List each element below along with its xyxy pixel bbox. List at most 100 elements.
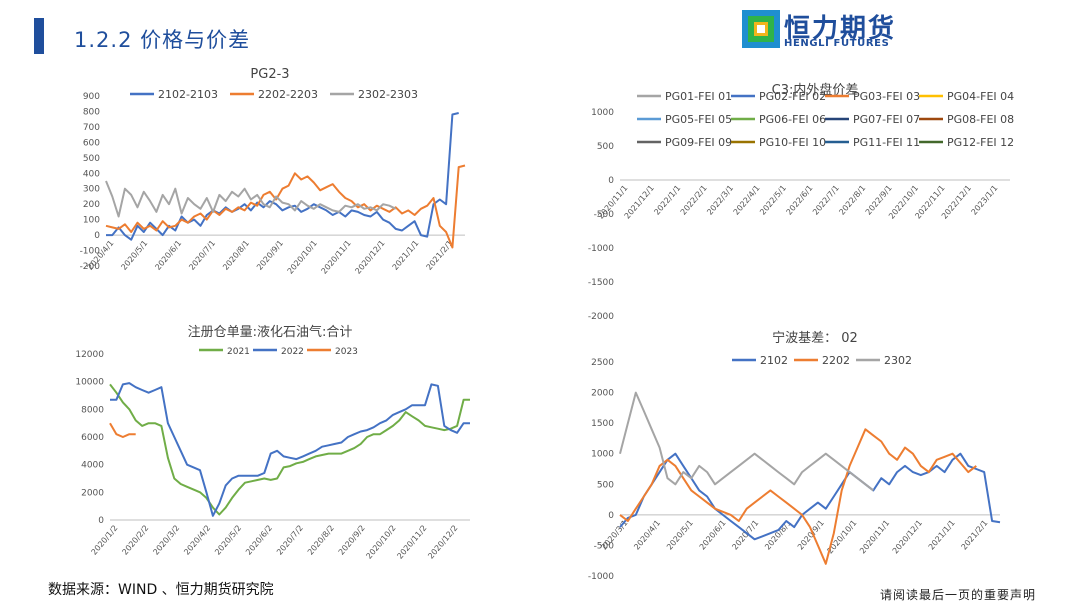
series-line-0 bbox=[619, 452, 1001, 541]
chart-svg-nb: 宁波基差： 02 2102 2202 2302 2500 2000 1500 1000 500 0… bbox=[588, 330, 1001, 582]
disclaimer-note: 请阅读最后一页的重要声明 bbox=[880, 588, 1037, 602]
chart-title: PG2-3 bbox=[250, 67, 289, 82]
chart-svg-c3: C3:内外盘价差 PG01-FEI 01 PG02-FEI 02 PG03-FEI 0… bbox=[588, 82, 1014, 322]
y-tick-label: -500 bbox=[594, 210, 615, 220]
y-tick-label: 100 bbox=[83, 216, 100, 226]
series-line-0 bbox=[109, 383, 470, 516]
series-line-1 bbox=[105, 164, 466, 249]
y-tick-label: -1000 bbox=[588, 244, 614, 254]
y-tick-label: 2500 bbox=[591, 358, 614, 368]
series-line-2 bbox=[619, 391, 874, 492]
legend-label: PG12-FEI 12 bbox=[947, 136, 1014, 149]
x-tick-label: 2022/3/1 bbox=[705, 184, 735, 217]
y-tick-label: 800 bbox=[83, 107, 100, 117]
x-tick-label: 2020/9/1 bbox=[255, 239, 285, 272]
x-tick-label: 2020/11/2 bbox=[395, 524, 428, 561]
x-tick-label: 2023/1/1 bbox=[970, 184, 1000, 217]
x-tick-label: 2020/10/1 bbox=[286, 239, 319, 276]
y-tick-label: 8000 bbox=[81, 405, 104, 415]
y-tick-label: 400 bbox=[83, 169, 100, 179]
legend-label: PG01-FEI 01 bbox=[665, 90, 732, 103]
x-tick-label: 2022/2/1 bbox=[679, 184, 709, 217]
legend-label: 2102-2103 bbox=[158, 88, 218, 101]
y-tick-label: 500 bbox=[597, 142, 614, 152]
y-tick-label: 200 bbox=[83, 200, 100, 210]
legend-label: 2023 bbox=[335, 347, 358, 357]
x-tick-label: 2022/8/1 bbox=[837, 184, 867, 217]
chart-svg-reg: 注册仓单量:液化石油气:合计 2021 2022 2023 12000 10000 8000… bbox=[75, 324, 470, 561]
y-tick-label: 500 bbox=[83, 154, 100, 164]
x-tick-label: 2020/6/2 bbox=[244, 524, 274, 557]
y-tick-label: 1000 bbox=[591, 108, 614, 118]
legend-label: PG06-FEI 06 bbox=[759, 113, 826, 126]
x-tick-label: 2021/1/1 bbox=[391, 239, 421, 272]
x-tick-label: 2020/9/1 bbox=[796, 518, 826, 551]
y-tick-label: 0 bbox=[608, 511, 614, 521]
legend-label: PG11-FEI 11 bbox=[853, 136, 920, 149]
legend-label: 2021 bbox=[227, 347, 250, 357]
x-tick-label: 2020/7/2 bbox=[275, 524, 305, 557]
x-tick-label: 2020/1/2 bbox=[90, 524, 120, 557]
data-source-note: 数据来源：WIND 、恒力期货研究院 bbox=[48, 582, 274, 598]
x-tick-label: 2020/5/1 bbox=[119, 239, 149, 272]
y-tick-label: 1500 bbox=[591, 419, 614, 429]
page-title: 1.2.2 价格与价差 bbox=[74, 28, 251, 52]
y-tick-label: 6000 bbox=[81, 433, 104, 443]
y-tick-label: 500 bbox=[597, 480, 614, 490]
legend-label: 2302 bbox=[884, 354, 912, 367]
x-tick-label: 2021/1/1 bbox=[927, 518, 957, 551]
y-tick-label: 10000 bbox=[75, 378, 104, 388]
legend-label: 2202-2203 bbox=[258, 88, 318, 101]
y-tick-label: -500 bbox=[594, 541, 615, 551]
legend-label: PG04-FEI 04 bbox=[947, 90, 1014, 103]
chart-title: 注册仓单量:液化石油气:合计 bbox=[188, 324, 353, 340]
chart-c3: C3:内外盘价差 PG01-FEI 01 PG02-FEI 02 PG03-FEI 0… bbox=[580, 78, 1050, 328]
x-tick-label: 2020/12/2 bbox=[426, 524, 459, 561]
y-tick-label: 2000 bbox=[591, 389, 614, 399]
legend-label: PG10-FEI 10 bbox=[759, 136, 826, 149]
x-tick-label: 2020/7/1 bbox=[187, 239, 217, 272]
y-tick-label: 0 bbox=[94, 231, 100, 241]
chart-pg23: PG2-3 2102-2103 2202-2203 2302-2303 900 800 70… bbox=[60, 62, 480, 312]
x-tick-label: 2022/6/1 bbox=[785, 184, 815, 217]
x-tick-label: 2020/3/1 bbox=[600, 518, 630, 551]
y-tick-label: 12000 bbox=[75, 350, 104, 360]
chart-title: C3:内外盘价差 bbox=[772, 82, 859, 98]
x-tick-label: 2020/10/2 bbox=[364, 524, 397, 561]
x-tick-label: 2022/4/1 bbox=[732, 184, 762, 217]
x-tick-label: 2020/11/1 bbox=[320, 239, 353, 276]
y-tick-label: 700 bbox=[83, 123, 100, 133]
chart-svg-pg23: PG2-3 2102-2103 2202-2203 2302-2303 900 800 70… bbox=[80, 67, 466, 276]
logo-text-cn: 恒力期货 bbox=[784, 14, 897, 44]
x-tick-label: 2020/5/1 bbox=[665, 518, 695, 551]
x-tick-label: 2020/9/2 bbox=[337, 524, 367, 557]
company-logo: 恒力期货 HENGLI FUTURES bbox=[742, 10, 922, 50]
legend-label: PG07-FEI 07 bbox=[853, 113, 920, 126]
x-tick-label: 2020/12/1 bbox=[353, 239, 386, 276]
chart-ningbo-basis: 宁波基差： 02 2102 2202 2302 2500 2000 1500 1000 500 0… bbox=[580, 326, 1050, 582]
logo-mark-icon bbox=[742, 10, 780, 48]
x-tick-label: 2020/11/1 bbox=[858, 518, 891, 555]
x-tick-label: 2022/7/1 bbox=[811, 184, 841, 217]
x-tick-label: 2021/2/1 bbox=[960, 518, 990, 551]
y-tick-label: 1000 bbox=[591, 450, 614, 460]
legend-label: PG08-FEI 08 bbox=[947, 113, 1014, 126]
x-tick-label: 2020/6/1 bbox=[153, 239, 183, 272]
x-tick-label: 2020/6/1 bbox=[698, 518, 728, 551]
y-tick-label: 300 bbox=[83, 185, 100, 195]
series-line-1 bbox=[619, 428, 977, 565]
y-tick-label: -2000 bbox=[588, 312, 614, 322]
y-tick-label: -1500 bbox=[588, 278, 614, 288]
legend-label: 2202 bbox=[822, 354, 850, 367]
chart-title: 宁波基差： 02 bbox=[772, 330, 858, 346]
y-tick-label: -1000 bbox=[588, 572, 614, 582]
x-tick-label: 2022/1/1 bbox=[652, 184, 682, 217]
y-tick-label: -100 bbox=[80, 247, 101, 257]
y-tick-label: 600 bbox=[83, 138, 100, 148]
x-tick-label: 2020/3/2 bbox=[151, 524, 181, 557]
x-tick-label: 2020/4/2 bbox=[182, 524, 212, 557]
series-line-2 bbox=[105, 180, 397, 218]
series-line-1 bbox=[110, 382, 470, 517]
y-tick-label: 900 bbox=[83, 92, 100, 102]
x-tick-label: 2020/8/1 bbox=[221, 239, 251, 272]
